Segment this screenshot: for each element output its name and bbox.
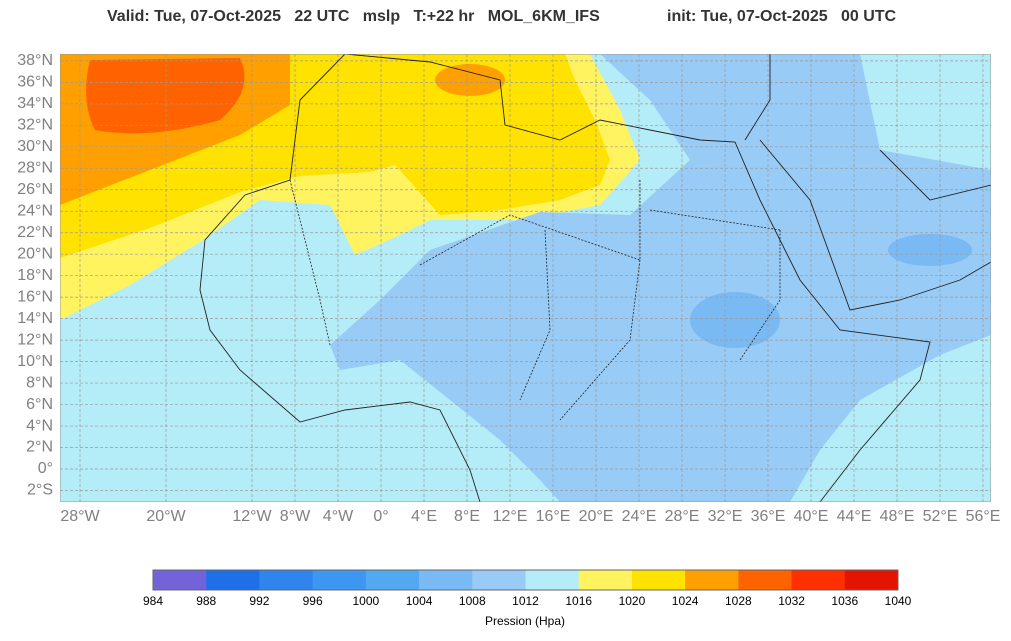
colorbar-tick-label: 1012 (512, 594, 539, 608)
lat-label: 30°N (17, 138, 53, 155)
colorbar-segment (365, 570, 420, 590)
lon-label: 20°W (146, 508, 186, 525)
lat-label: 4°N (26, 417, 53, 434)
lat-label: 22°N (17, 224, 53, 241)
lat-label: 14°N (17, 310, 53, 327)
lon-label: 16°E (536, 508, 571, 525)
colorbar-segment (472, 570, 526, 590)
lat-label: 18°N (17, 267, 53, 284)
lat-label: 12°N (17, 331, 53, 348)
lat-label: 36°N (17, 74, 53, 91)
lat-label: 6°N (26, 396, 53, 413)
colorbar-tick-label: 1024 (672, 594, 699, 608)
colorbar-segment (312, 570, 367, 590)
colorbar-frame (152, 569, 899, 591)
lon-label: 28°W (60, 508, 100, 525)
colorbar-tick-label: 1000 (353, 594, 380, 608)
colorbar-tick-label: 988 (196, 594, 216, 608)
colorbar-tick-label: 984 (143, 594, 163, 608)
axes: 38°N 36°N 34°N 32°N 30°N 28°N 26°N 24°N 22°N 20°N… (17, 52, 1000, 525)
lon-label: 12°E (493, 508, 528, 525)
lon-label: 32°E (708, 508, 743, 525)
colorbar-segment (685, 570, 739, 590)
colorbar-tick-label: 1016 (565, 594, 592, 608)
coastline-med (344, 54, 931, 502)
coastline-africa (199, 54, 481, 502)
field-1024-b (435, 64, 505, 96)
colorbar: 984 988 992 996 1000 1004 1008 1012 1016 1020 1024… (143, 569, 912, 608)
colorbar-tick-label: 1032 (778, 594, 805, 608)
lon-label: 56°E (966, 508, 1001, 525)
colorbar-tick-label: 1028 (725, 594, 752, 608)
lat-label: 38°N (17, 52, 53, 69)
lon-label: 20°E (579, 508, 614, 525)
colorbar-segment (525, 570, 580, 590)
lat-label: 32°N (17, 117, 53, 134)
coastline-arabia (744, 54, 991, 311)
colorbar-segment (153, 570, 207, 590)
lon-label: 0° (373, 508, 388, 525)
colorbar-tick-label: 1040 (885, 594, 912, 608)
valid-title: Valid: Tue, 07-Oct-2025 22 UTC mslp T:+2… (107, 8, 600, 25)
lon-label: 8°E (454, 508, 480, 525)
colorbar-tick-label: 1004 (406, 594, 433, 608)
colorbar-segment (844, 570, 899, 590)
lat-label: 10°N (17, 353, 53, 370)
colorbar-tick-label: 992 (249, 594, 269, 608)
lon-label: 40°E (794, 508, 829, 525)
lat-label: 8°N (26, 374, 53, 391)
lat-label: 26°N (17, 181, 53, 198)
lon-label: 12°W (232, 508, 272, 525)
colorbar-segment (259, 570, 314, 590)
lon-label: 8°W (280, 508, 311, 525)
borders (289, 179, 781, 421)
map (60, 54, 991, 502)
lat-label: 2°N (26, 439, 53, 456)
lon-label: 44°E (837, 508, 872, 525)
colorbar-label: Pression (Hpa) (485, 614, 565, 628)
lat-label: 20°N (17, 245, 53, 262)
lat-label: 0° (38, 460, 53, 477)
field-1008 (690, 292, 780, 348)
colorbar-tick-label: 1036 (831, 594, 858, 608)
graticule (60, 54, 991, 502)
colorbar-segment (578, 570, 633, 590)
colorbar-segment (631, 570, 686, 590)
lat-label: 2°S (27, 482, 53, 499)
lon-label: 24°E (622, 508, 657, 525)
colorbar-tick-label: 996 (303, 594, 323, 608)
lat-label: 28°N (17, 159, 53, 176)
lat-label: 16°N (17, 288, 53, 305)
colorbar-segment (206, 570, 260, 590)
init-title: init: Tue, 07-Oct-2025 00 UTC (667, 8, 897, 25)
lon-label: 36°E (751, 508, 786, 525)
colorbar-segment (791, 570, 846, 590)
lat-label: 34°N (17, 95, 53, 112)
lon-label: 48°E (880, 508, 915, 525)
lat-label: 24°N (17, 202, 53, 219)
lon-label: 4°E (411, 508, 437, 525)
lon-label: 28°E (665, 508, 700, 525)
field-1008-b (888, 234, 972, 266)
colorbar-segment (419, 570, 473, 590)
colorbar-tick-label: 1020 (619, 594, 646, 608)
field-1028 (86, 58, 245, 134)
colorbar-tick-label: 1008 (459, 594, 486, 608)
colorbar-segment (738, 570, 793, 590)
lon-label: 52°E (923, 508, 958, 525)
field-1012 (330, 54, 991, 502)
lon-label: 4°W (323, 508, 354, 525)
